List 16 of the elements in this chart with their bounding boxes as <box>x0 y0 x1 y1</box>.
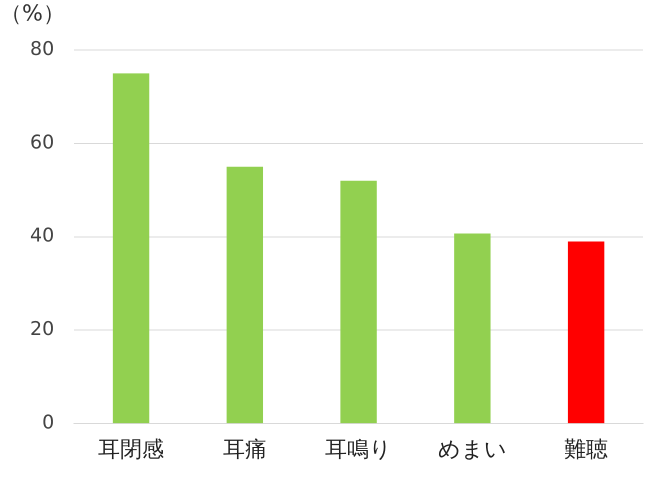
bar <box>226 166 264 424</box>
x-tick-label: めまい <box>438 438 507 463</box>
x-tick-label: 耳痛 <box>222 438 267 463</box>
bar <box>568 241 604 424</box>
y-tick-label: 0 <box>42 412 54 434</box>
bar <box>112 73 150 424</box>
x-tick-label: 耳閉感 <box>98 438 164 463</box>
y-tick-label: 20 <box>30 318 54 340</box>
y-tick-label: 60 <box>30 131 54 154</box>
bar <box>454 234 491 424</box>
y-tick-label: 40 <box>30 224 54 247</box>
y-tick-label: 80 <box>30 38 54 60</box>
x-tick-label: 耳鳴り <box>325 438 392 463</box>
y-axis-title: （%） <box>0 2 65 27</box>
x-tick-label: 難聴 <box>564 438 608 463</box>
bar <box>340 180 377 424</box>
